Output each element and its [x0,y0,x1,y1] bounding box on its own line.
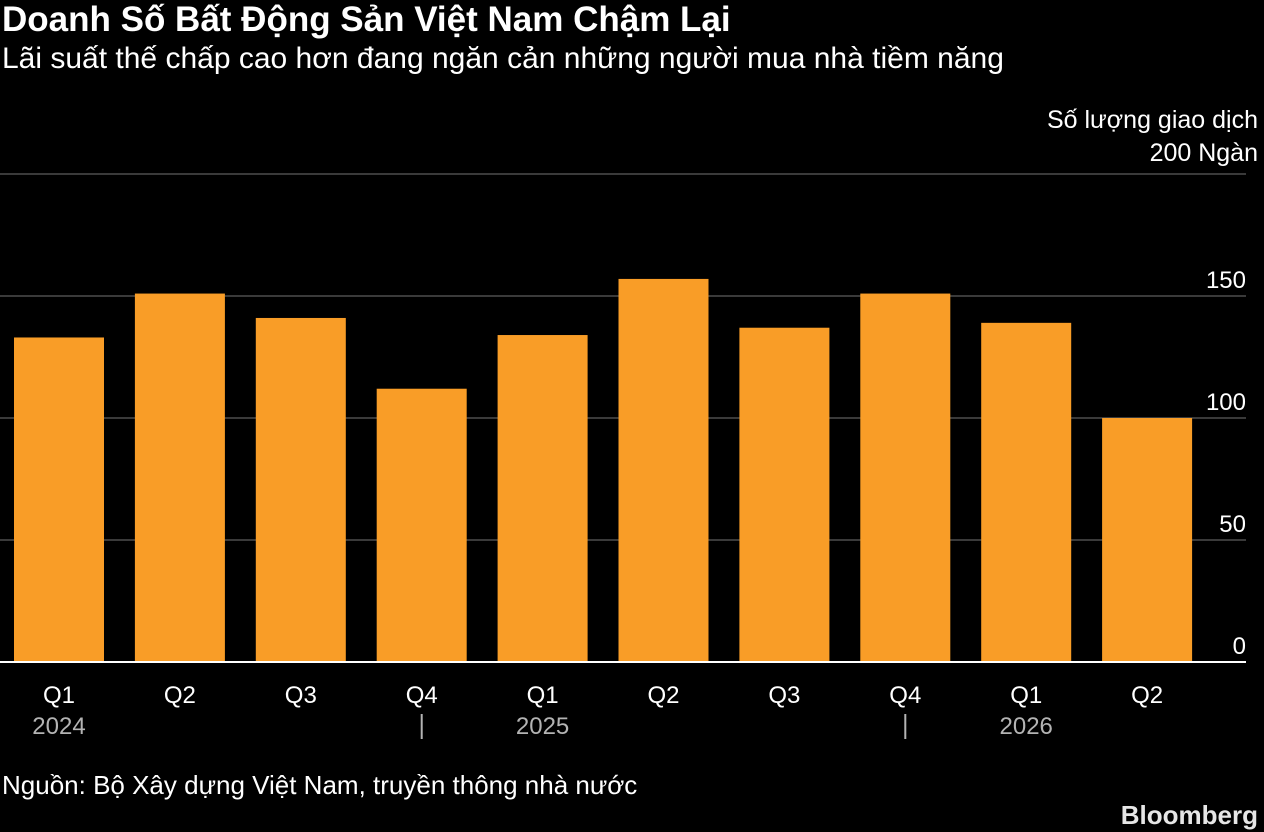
x-tick-label: Q1 [527,682,559,709]
bar [860,293,951,662]
year-label: 2026 [1000,713,1053,740]
bar [14,337,104,662]
x-tick-label: Q4 [889,682,921,709]
x-tick-label: Q2 [164,682,196,709]
bar [497,335,588,662]
y-tick-label: 0 [1233,633,1246,660]
y-tick-label: 50 [1219,511,1246,538]
x-tick-label: Q1 [43,682,75,709]
year-label: 2025 [516,713,569,740]
bar [1102,418,1193,662]
bar [739,327,830,662]
bar [134,293,225,662]
y-tick-label: 100 [1206,389,1246,416]
x-tick-label: Q4 [406,682,438,709]
x-tick-label: Q2 [647,682,679,709]
y-axis-label: Số lượng giao dịch [1046,106,1258,134]
year-label: 2024 [32,713,85,740]
bar [376,388,467,662]
source-note: Nguồn: Bộ Xây dựng Việt Nam, truyền thôn… [2,770,638,800]
x-tick-label: Q2 [1131,682,1163,709]
bar [255,317,346,662]
x-tick-label: Q3 [768,682,800,709]
y-tick-label: 150 [1206,267,1246,294]
x-tick-label: Q3 [285,682,317,709]
chart-title: Doanh Số Bất Động Sản Việt Nam Chậm Lại [2,0,731,39]
bar [981,322,1072,662]
bloomberg-logo: Bloomberg [1120,800,1258,830]
y-axis-unit-label: 200 Ngàn [1149,139,1258,167]
x-tick-label: Q1 [1010,682,1042,709]
chart-subtitle: Lãi suất thế chấp cao hơn đang ngăn cản … [2,42,1004,75]
bar [618,278,709,662]
